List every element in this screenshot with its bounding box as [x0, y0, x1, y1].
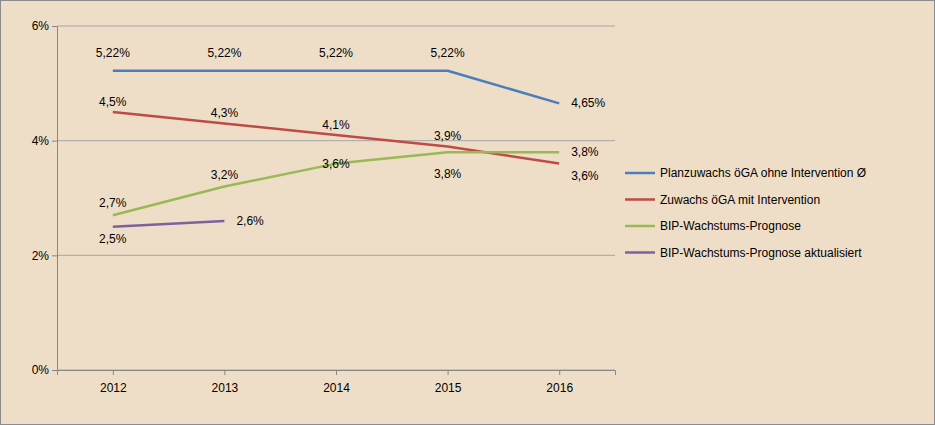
data-label: 4,5% — [99, 95, 127, 109]
chart: 0%2%4%6%201220132014201520165,22%5,22%5,… — [0, 0, 935, 425]
grid — [57, 26, 615, 370]
y-tick: 0% — [32, 363, 57, 377]
grid-line — [57, 26, 615, 27]
x-tick: 2014 — [323, 370, 350, 395]
data-label: 2,5% — [99, 232, 127, 246]
legend-label: BIP-Wachstums-Prognose aktualisiert — [660, 246, 862, 260]
legend-item: BIP-Wachstums-Prognose aktualisiert — [625, 246, 862, 260]
x-tick-mark — [559, 370, 560, 375]
data-label: 2,6% — [236, 214, 264, 228]
data-label: 4,65% — [571, 96, 605, 110]
data-label: 5,22% — [96, 46, 130, 60]
data-label: 5,22% — [319, 46, 353, 60]
background — [1, 1, 935, 425]
data-label: 3,6% — [571, 169, 599, 183]
data-labels: 5,22% 5,22% 5,22% 5,22% 4,65% 4,5% 4,3% 4,1% 3,9… — [96, 46, 606, 246]
y-tick-mark — [52, 370, 57, 371]
y-tick-label: 2% — [32, 249, 50, 263]
legend-label: BIP-Wachstums-Prognose — [660, 219, 801, 233]
x-tick: 2013 — [212, 370, 239, 395]
x-tick-label: 2015 — [435, 381, 462, 395]
legend-label: Planzuwachs öGA ohne Intervention Ø — [660, 166, 866, 180]
legend-swatch — [625, 172, 655, 175]
lines — [113, 71, 559, 227]
x-tick-label: 2012 — [100, 381, 127, 395]
grid-line — [57, 255, 615, 256]
y-tick-mark — [52, 141, 57, 142]
x-tick-label: 2016 — [546, 381, 573, 395]
x-tick-label: 2013 — [212, 381, 239, 395]
series-line — [113, 221, 225, 227]
legend-swatch — [625, 251, 655, 254]
x-tick-mark — [448, 370, 449, 375]
series-line — [113, 71, 559, 104]
legend-label: Zuwachs öGA mit Intervention — [660, 193, 820, 207]
y-axis-line — [52, 27, 58, 371]
x-tick-mark — [336, 370, 337, 375]
data-label: 3,8% — [571, 145, 599, 159]
data-label: 2,7% — [99, 196, 127, 210]
y-tick-mark — [52, 26, 57, 27]
legend-item: Zuwachs öGA mit Intervention — [625, 193, 820, 207]
y-tick-label: 6% — [32, 19, 50, 33]
x-tick: 2012 — [100, 370, 127, 395]
legend: Planzuwachs öGA ohne Intervention Ø Zuwac… — [625, 166, 866, 260]
x-tick: 2015 — [435, 370, 462, 395]
grid-line — [57, 140, 615, 141]
series-line — [113, 152, 559, 215]
x-tick-mark — [113, 370, 114, 375]
legend-item: Planzuwachs öGA ohne Intervention Ø — [625, 166, 866, 180]
legend-swatch — [625, 198, 655, 201]
x-axis: 2012 2013 2014 2015 2016 — [58, 370, 616, 395]
data-label: 5,22% — [431, 46, 465, 60]
data-label: 3,9% — [434, 129, 462, 143]
y-tick: 6% — [32, 19, 57, 33]
y-tick-label: 4% — [32, 134, 50, 148]
x-axis-line — [58, 371, 616, 376]
data-label: 5,22% — [207, 46, 241, 60]
x-tick-mark — [224, 370, 225, 375]
data-label: 4,1% — [322, 118, 350, 132]
y-axis: 0% 2% 4% 6% — [32, 19, 58, 377]
data-label: 3,6% — [322, 157, 350, 171]
x-tick: 2016 — [546, 370, 573, 395]
data-label: 4,3% — [211, 106, 239, 120]
y-tick-label: 0% — [32, 363, 50, 377]
data-label: 3,2% — [211, 168, 239, 182]
y-tick-mark — [52, 255, 57, 256]
data-label: 3,8% — [434, 167, 462, 181]
x-tick-label: 2014 — [323, 381, 350, 395]
legend-swatch — [625, 225, 655, 228]
y-tick: 4% — [32, 134, 57, 148]
legend-item: BIP-Wachstums-Prognose — [625, 219, 801, 233]
y-tick: 2% — [32, 249, 57, 263]
